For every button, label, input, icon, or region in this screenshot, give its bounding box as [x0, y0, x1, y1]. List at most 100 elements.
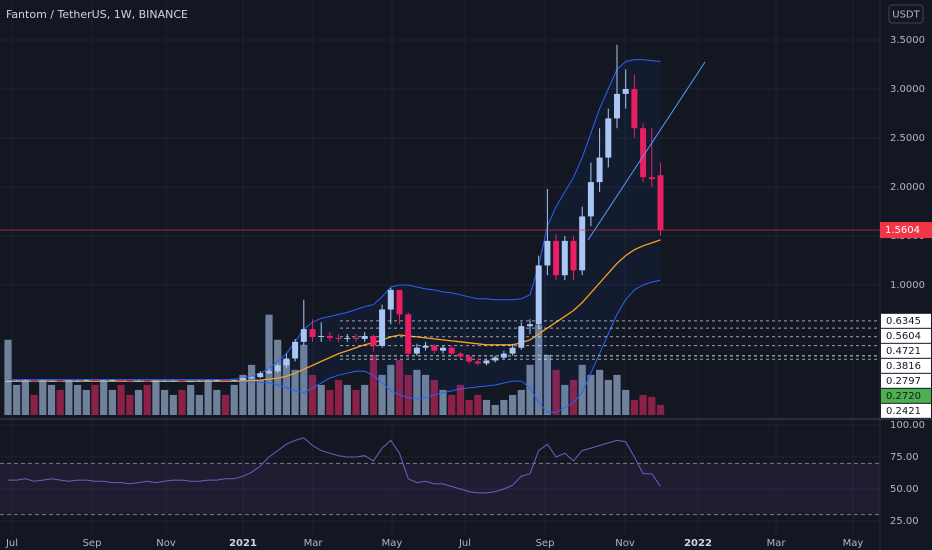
volume-bar [169, 394, 177, 415]
volume-bar [482, 399, 491, 415]
upper-band [8, 59, 661, 381]
candle-body [170, 380, 177, 382]
volume-bar [134, 389, 143, 415]
volume-bar [187, 384, 195, 415]
volume-bar [317, 384, 325, 415]
candle-body [283, 358, 290, 366]
candle-body [492, 357, 499, 361]
volume-bar [248, 364, 256, 415]
volume-bar [126, 394, 134, 415]
rsi-tick-label: 75.00 [890, 452, 919, 463]
candle-body [405, 314, 412, 354]
volume-bar [39, 379, 47, 415]
candle-body [622, 88, 629, 94]
y-tick-label: 2.5000 [890, 133, 925, 144]
volume-bar [622, 389, 630, 415]
level-label: 0.4721 [886, 346, 921, 357]
currency-box[interactable] [888, 4, 924, 24]
volume-bar [308, 374, 317, 415]
candle-body [379, 309, 386, 346]
candle-body [179, 380, 185, 382]
candle-body [309, 329, 316, 337]
candle-body [605, 118, 612, 158]
candle-body [231, 380, 238, 382]
candle-body [648, 177, 655, 180]
marks [0, 44, 880, 516]
candle-body [161, 380, 168, 382]
volume-bar [230, 384, 238, 415]
candle-body [422, 345, 429, 348]
volume-bar [561, 384, 569, 415]
candle-body [92, 380, 98, 382]
currency[interactable]: USDT [892, 10, 920, 21]
level-box [881, 373, 931, 388]
candle-body [109, 380, 116, 382]
candle-body [353, 337, 359, 339]
volume-bar [422, 374, 430, 415]
volume-bar [456, 384, 464, 415]
candle-body [544, 240, 551, 266]
candle-body [239, 378, 246, 381]
volume-bar [656, 404, 665, 415]
volume-bar [291, 369, 299, 415]
x-tick-label: Mar [767, 538, 787, 549]
volume-bar [569, 379, 578, 415]
candle-body [561, 240, 568, 276]
level-box [881, 358, 931, 373]
last-price-label: 1.5604 [885, 225, 920, 236]
candle-body [326, 335, 333, 338]
volume-bar [152, 379, 160, 415]
candle-body [300, 329, 307, 342]
x-tick-label: Jul [458, 538, 471, 549]
rsi-band [0, 463, 880, 515]
candle-body [65, 380, 72, 382]
volume-bar [613, 374, 621, 415]
candle-body [527, 324, 533, 327]
candle-body [448, 347, 455, 354]
band-fill [8, 59, 661, 413]
level-label: 0.6345 [886, 316, 921, 327]
candle-body [396, 289, 403, 315]
volume-bar [430, 379, 438, 415]
level-label: 0.2421 [886, 406, 921, 417]
candle-body [83, 380, 90, 382]
x-tick-label: May [382, 538, 403, 549]
candle-body [361, 335, 368, 339]
candle-body [205, 380, 212, 382]
candle-body [570, 240, 577, 271]
candle-body [39, 380, 46, 382]
volume-bar [4, 339, 12, 415]
volume-bar [274, 339, 282, 415]
level-box [881, 388, 931, 403]
candle-body [553, 240, 560, 276]
volume-bar [648, 396, 656, 415]
volume-bar [369, 354, 377, 415]
candle-body [126, 380, 133, 382]
volume-bar [213, 389, 221, 415]
volume-bar [161, 389, 169, 415]
level-box [881, 313, 931, 328]
candle-body [196, 380, 203, 382]
volume-bar [256, 379, 264, 415]
chart-title: Fantom / TetherUS, 1W, BINANCE [6, 8, 188, 21]
candle-body [466, 356, 473, 362]
volume-bar [300, 344, 308, 415]
volume-bar [239, 374, 247, 415]
x-tick-label: 2021 [229, 538, 257, 549]
axis: Jul Sep Nov 2021 Mar May Jul Sep Nov 2022 Mar May 1.… [5, 35, 932, 549]
x-tick-label: May [843, 538, 864, 549]
y-tick-label: 2.0000 [890, 182, 925, 193]
candle-body [248, 377, 255, 379]
volume-bar [21, 379, 29, 415]
candle-body [614, 93, 620, 119]
candle-body [579, 216, 586, 271]
volume-bar [221, 394, 230, 415]
volume-bar [395, 359, 404, 415]
candle-body [344, 337, 351, 339]
volume-bar [65, 379, 73, 415]
volume-bar [100, 379, 108, 415]
x-tick-label: Jul [5, 538, 18, 549]
volume-bar [604, 379, 612, 415]
